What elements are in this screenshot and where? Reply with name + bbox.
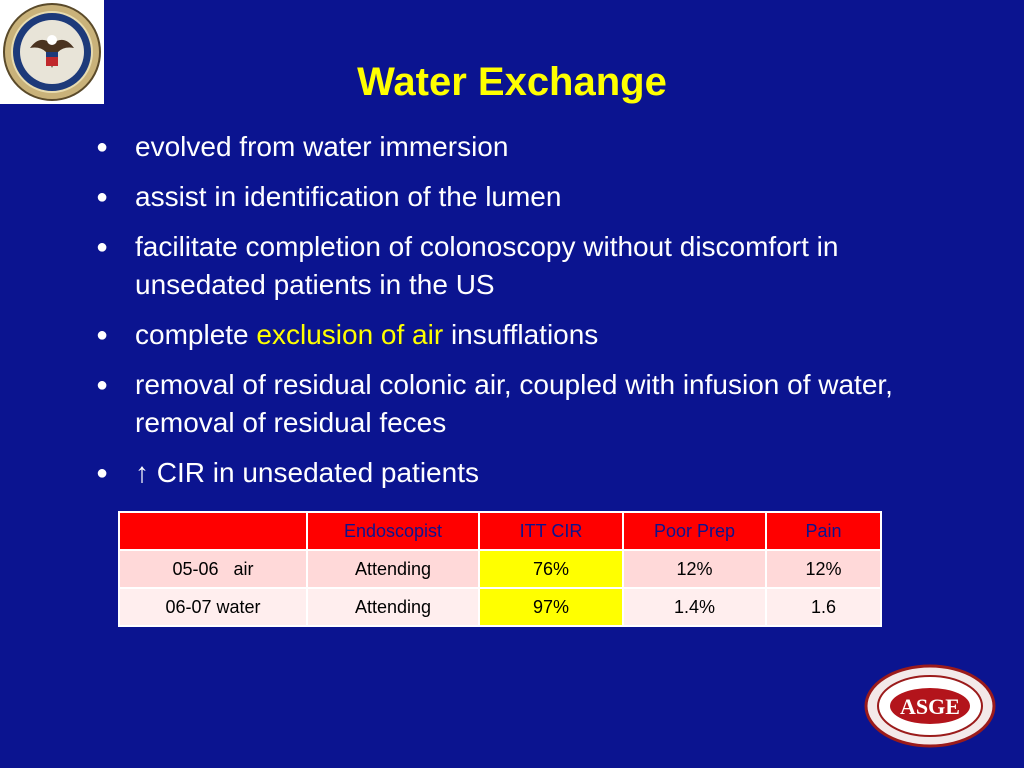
table-header-cell xyxy=(118,511,308,551)
bullet-dot: ● xyxy=(96,186,109,208)
table-cell: Attending xyxy=(306,587,480,627)
svg-text:ASGE: ASGE xyxy=(900,694,960,719)
bullet-text: facilitate completion of colonoscopy wit… xyxy=(135,231,839,300)
table-header-cell: Poor Prep xyxy=(622,511,767,551)
bullet-text-post: insufflations xyxy=(443,319,599,350)
bullet-highlight: exclusion of air xyxy=(256,319,444,350)
results-table: Endoscopist ITT CIR Poor Prep Pain 05-06… xyxy=(118,511,882,627)
bullet-text: removal of residual colonic air, coupled… xyxy=(135,369,893,438)
bullet-item: ● evolved from water immersion xyxy=(96,128,976,166)
bullet-item: ● complete exclusion of air insufflation… xyxy=(96,316,976,354)
table-header-cell: ITT CIR xyxy=(478,511,624,551)
table-cell: 97% xyxy=(478,587,624,627)
bullet-item: ● assist in identification of the lumen xyxy=(96,178,976,216)
up-arrow-icon: ↑ xyxy=(135,457,149,488)
table-cell: Attending xyxy=(306,549,480,589)
table-cell: 05-06 air xyxy=(118,549,308,589)
bullet-dot: ● xyxy=(96,136,109,158)
bullet-item: ● ↑ CIR in unsedated patients xyxy=(96,454,976,492)
table-cell: 12% xyxy=(622,549,767,589)
va-seal-logo xyxy=(0,0,104,104)
bullet-text-pre: complete xyxy=(135,319,257,350)
table-header-row: Endoscopist ITT CIR Poor Prep Pain xyxy=(118,511,882,551)
bullet-text: assist in identification of the lumen xyxy=(135,181,562,212)
table-header-cell: Pain xyxy=(765,511,882,551)
table-cell: 76% xyxy=(478,549,624,589)
bullet-dot: ● xyxy=(96,236,109,258)
asge-logo: ASGE xyxy=(864,664,996,748)
bullet-list: ● evolved from water immersion ● assist … xyxy=(96,128,976,504)
slide-title: Water Exchange xyxy=(357,60,667,104)
table-cell: 12% xyxy=(765,549,882,589)
table-header-cell: Endoscopist xyxy=(306,511,480,551)
table-cell: 1.6 xyxy=(765,587,882,627)
table-row: 06-07 water Attending 97% 1.4% 1.6 xyxy=(118,587,882,627)
bullet-item: ● removal of residual colonic air, coupl… xyxy=(96,366,976,442)
bullet-dot: ● xyxy=(96,374,109,396)
table-cell: 1.4% xyxy=(622,587,767,627)
bullet-text: CIR in unsedated patients xyxy=(149,457,479,488)
table-cell: 06-07 water xyxy=(118,587,308,627)
bullet-dot: ● xyxy=(96,324,109,346)
bullet-dot: ● xyxy=(96,462,109,484)
table-row: 05-06 air Attending 76% 12% 12% xyxy=(118,549,882,589)
bullet-item: ● facilitate completion of colonoscopy w… xyxy=(96,228,976,304)
bullet-text: evolved from water immersion xyxy=(135,131,509,162)
